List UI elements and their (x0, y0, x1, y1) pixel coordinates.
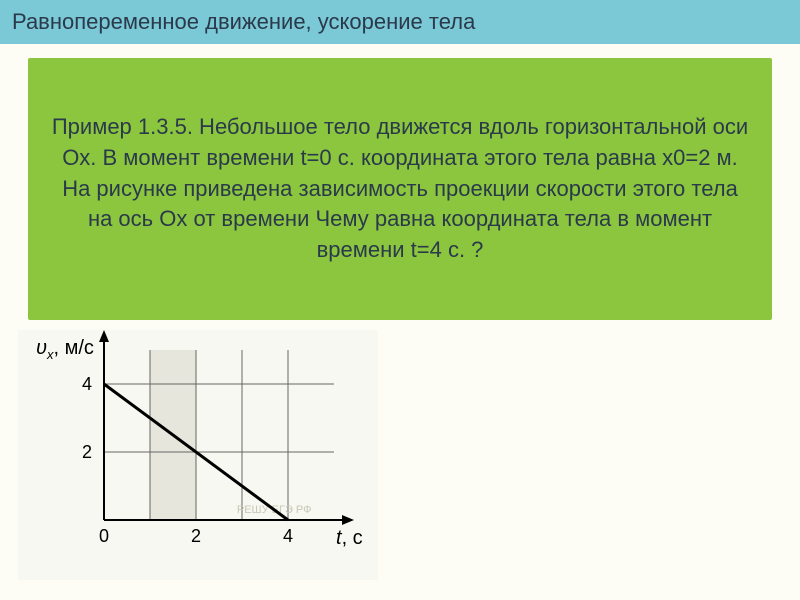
svg-text:0: 0 (99, 526, 109, 546)
problem-text: Пример 1.3.5. Небольшое тело движется вд… (50, 112, 750, 266)
velocity-time-chart: 02424υx, м/сt, сРЕШУ ЕГЭ РФ (18, 330, 378, 580)
svg-text:t, с: t, с (336, 527, 363, 549)
svg-text:4: 4 (283, 526, 293, 546)
svg-text:υx, м/с: υx, м/с (36, 337, 94, 362)
slide-root: Равнопеременное движение, ускорение тела… (0, 0, 800, 600)
svg-text:2: 2 (191, 526, 201, 546)
header-title: Равнопеременное движение, ускорение тела (12, 9, 475, 35)
svg-text:4: 4 (82, 374, 92, 394)
slide-header: Равнопеременное движение, ускорение тела (0, 0, 800, 44)
chart-svg: 02424υx, м/сt, сРЕШУ ЕГЭ РФ (18, 330, 378, 580)
svg-text:2: 2 (82, 442, 92, 462)
problem-statement-box: Пример 1.3.5. Небольшое тело движется вд… (28, 58, 772, 320)
